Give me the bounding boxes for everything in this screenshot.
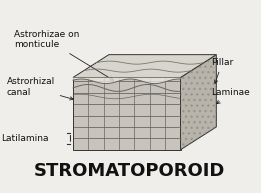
Polygon shape [181,55,216,150]
Polygon shape [73,77,181,84]
Text: Astrorhizae on
monticule: Astrorhizae on monticule [14,30,113,80]
Polygon shape [73,77,181,150]
Text: Astrorhizal
canal: Astrorhizal canal [7,77,73,100]
Text: Laminae: Laminae [211,88,250,104]
Text: STROMATOPOROID: STROMATOPOROID [34,162,225,180]
Polygon shape [73,55,216,77]
Text: Pillar: Pillar [211,58,233,84]
Text: Latilamina: Latilamina [1,134,68,143]
